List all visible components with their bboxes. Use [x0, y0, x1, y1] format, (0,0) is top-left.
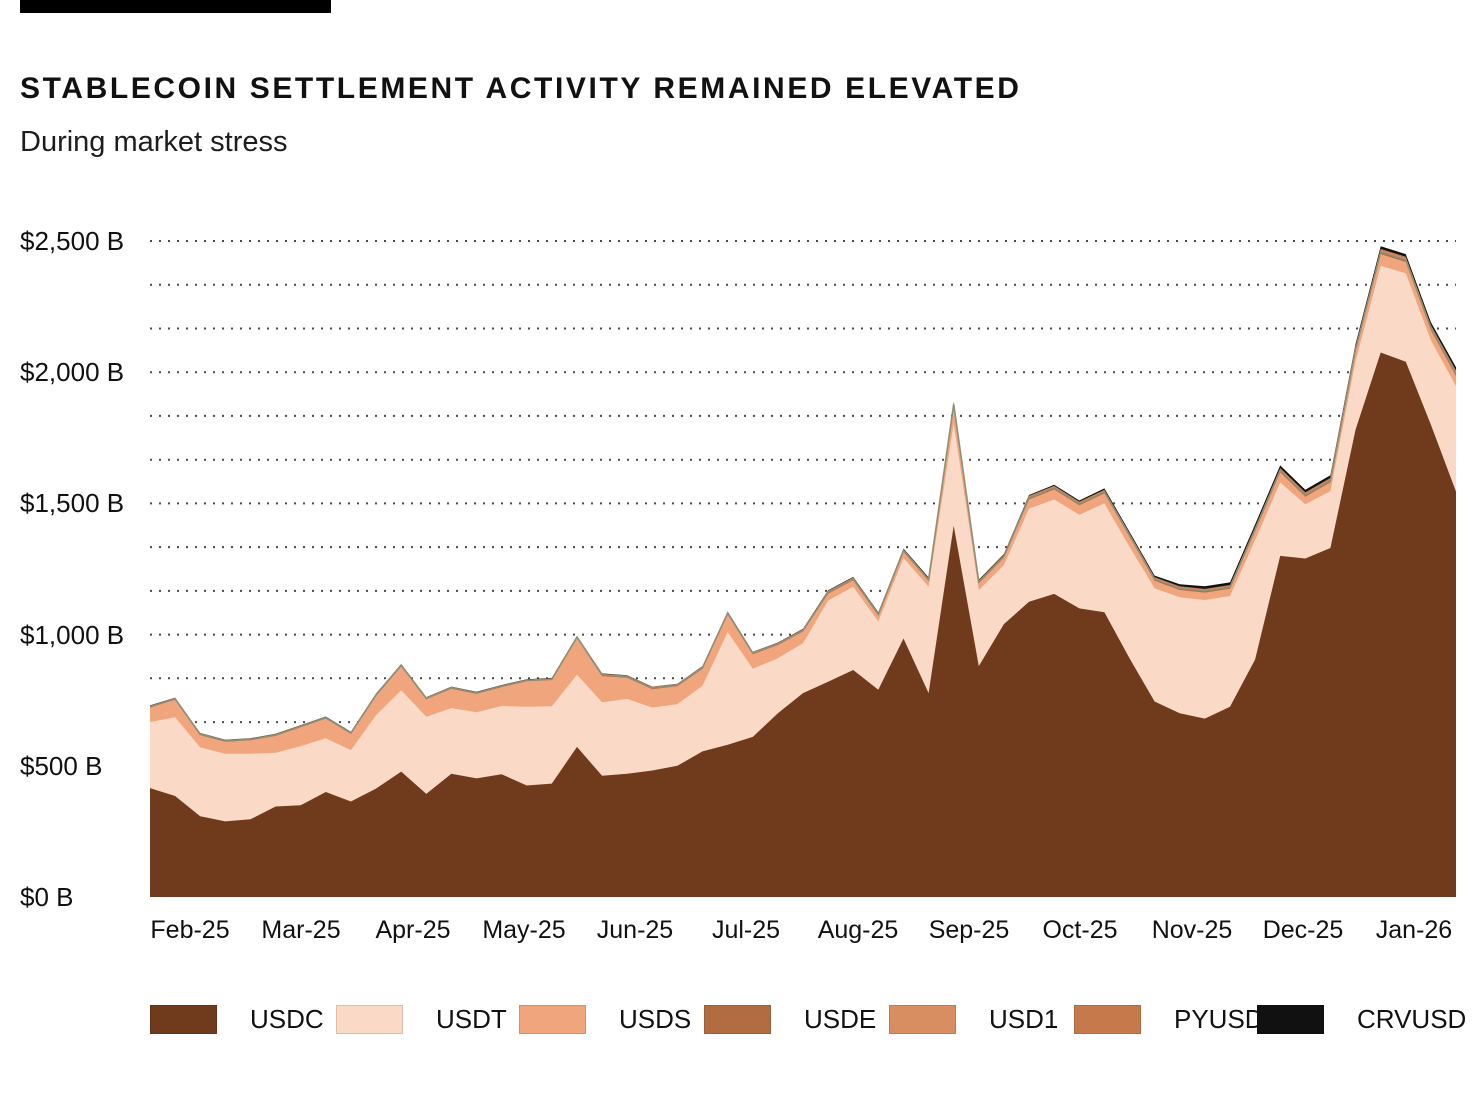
x-axis-tick-label: Nov-25 [1151, 916, 1233, 944]
legend-swatch-pyusd [1074, 1004, 1141, 1034]
legend-item-usds: USDS [519, 1002, 691, 1036]
legend-label: PYUSD [1174, 1003, 1264, 1034]
legend-swatch-usdc [150, 1004, 217, 1034]
legend-label: USDT [436, 1003, 507, 1034]
legend-item-usde: USDE [704, 1002, 876, 1036]
legend-swatch-usde [704, 1004, 771, 1034]
legend-swatch-crvusd [1257, 1004, 1324, 1034]
legend-item-usd1: USD1 [889, 1002, 1058, 1036]
y-axis-tick-label: $1,000 B [20, 620, 125, 650]
y-axis-tick-label: $2,000 B [20, 357, 125, 387]
legend-label: USDC [250, 1003, 324, 1034]
legend-item-pyusd: PYUSD [1074, 1002, 1264, 1036]
legend-label: USDS [619, 1003, 692, 1034]
x-axis-tick-label: Apr-25 [375, 916, 451, 944]
x-axis-tick-label: Jan-26 [1375, 916, 1453, 944]
x-axis-tick-label: Feb-25 [150, 916, 230, 944]
stack-top-edge-accent [149, 250, 1457, 742]
stacked-area-chart [149, 240, 1457, 898]
legend-label: USDE [804, 1003, 877, 1034]
chart-title: STABLECOIN SETTLEMENT ACTIVITY REMAINED … [20, 72, 1022, 105]
legend-swatch-usd1 [889, 1004, 956, 1034]
legend-item-usdt: USDT [336, 1002, 507, 1036]
x-axis-tick-label: Jul-25 [711, 916, 781, 944]
legend-label: CRVUSD [1357, 1003, 1467, 1034]
x-axis-tick-label: Dec-25 [1262, 916, 1344, 944]
x-axis-tick-label: May-25 [482, 916, 566, 944]
y-axis-tick-label: $0 B [20, 882, 74, 912]
legend-item-usdc: USDC [150, 1002, 324, 1036]
x-axis-tick-label: Mar-25 [261, 916, 341, 944]
area-usdc [150, 352, 1456, 897]
x-axis-tick-label: Sep-25 [928, 916, 1010, 944]
top-accent-bar [20, 0, 331, 13]
x-axis-tick-label: Oct-25 [1042, 916, 1118, 944]
y-axis-tick-label: $500 B [20, 751, 103, 781]
legend-swatch-usdt [336, 1004, 403, 1034]
chart-subtitle: During market stress [20, 126, 288, 158]
y-axis-tick-label: $2,500 B [20, 226, 125, 256]
plot-area [149, 235, 1457, 898]
y-axis-tick-label: $1,500 B [20, 488, 125, 518]
x-axis-tick-label: Aug-25 [817, 916, 899, 944]
x-axis-tick-label: Jun-25 [596, 916, 674, 944]
legend: USDC USDT USDS USDE USD1 PYUSD CRVUSD [0, 1002, 1476, 1036]
legend-swatch-usds [519, 1004, 586, 1034]
legend-label: USD1 [989, 1003, 1059, 1034]
legend-item-crvusd: CRVUSD [1257, 1002, 1466, 1036]
